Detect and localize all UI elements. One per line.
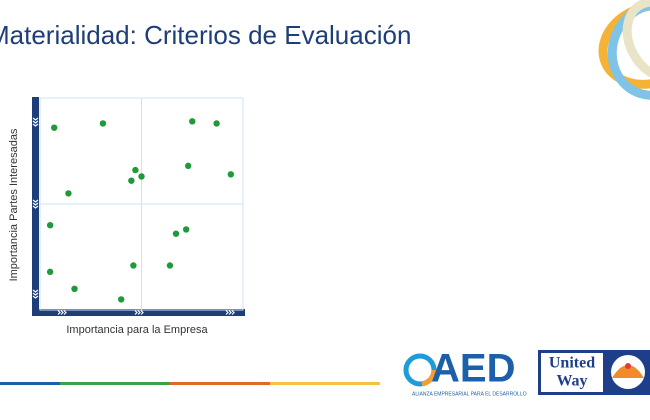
scatter-point bbox=[128, 177, 135, 184]
footer-stripe bbox=[0, 382, 380, 385]
scatter-point bbox=[65, 190, 72, 197]
scatter-point bbox=[166, 262, 174, 269]
scatter-point bbox=[132, 166, 139, 174]
scatter-point bbox=[227, 171, 235, 178]
scatter-point bbox=[118, 296, 125, 303]
scatter-point bbox=[130, 262, 137, 269]
scatter-point bbox=[51, 124, 58, 131]
way-text: Way bbox=[556, 373, 587, 390]
scatter-point bbox=[71, 285, 78, 292]
aed-logo: AED ALIANZA EMPRESARIAL PARA EL DESARROL… bbox=[403, 347, 527, 397]
aed-text: AED bbox=[431, 347, 515, 391]
united-text: United bbox=[549, 355, 595, 372]
axes bbox=[32, 97, 245, 316]
aed-subtitle: ALIANZA EMPRESARIAL PARA EL DESARROLLO bbox=[412, 391, 527, 397]
scatter-point bbox=[99, 120, 107, 127]
scatter-point bbox=[184, 162, 192, 170]
slide-title: Materialidad: Criterios de Evaluación bbox=[0, 20, 411, 50]
swirl-logo bbox=[598, 0, 650, 100]
scatter-point bbox=[172, 230, 180, 237]
united-way-logo: United Way bbox=[538, 350, 650, 395]
scatter-point bbox=[138, 173, 145, 180]
x-axis-label: Importancia para la Empresa bbox=[66, 324, 208, 336]
scatter-point bbox=[46, 268, 54, 276]
scatter-point bbox=[189, 118, 196, 125]
scatter-point bbox=[213, 120, 220, 127]
scatter-point bbox=[46, 222, 54, 229]
scatter-point bbox=[182, 226, 190, 233]
y-axis-label: Importancia Partes Interesadas bbox=[8, 128, 20, 281]
